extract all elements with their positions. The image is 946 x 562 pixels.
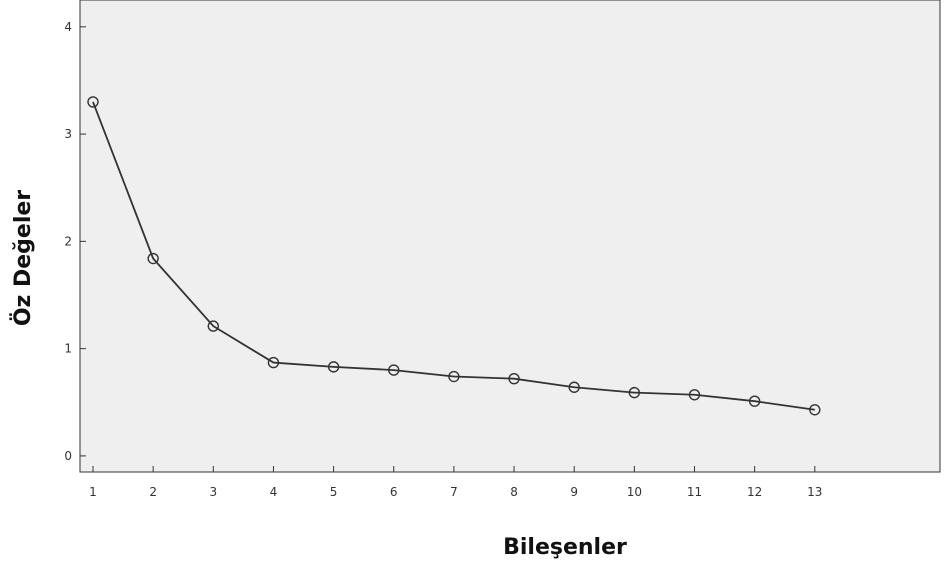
x-tick-label: 5 xyxy=(330,485,338,499)
y-tick-label: 0 xyxy=(64,449,72,463)
x-axis: 1 2 3 4 5 6 7 8 9 10 11 12 13 xyxy=(89,466,822,499)
plot-area xyxy=(79,0,941,473)
data-point-marker xyxy=(688,389,701,401)
data-point-marker xyxy=(568,381,580,393)
x-tick-label: 4 xyxy=(270,485,278,499)
x-tick-label: 1 xyxy=(89,485,97,499)
y-tick-label: 3 xyxy=(64,127,72,141)
x-tick-label: 9 xyxy=(570,485,578,499)
x-tick-label: 8 xyxy=(510,485,518,499)
data-point-marker xyxy=(207,320,220,332)
series-line xyxy=(87,96,821,416)
y-axis-title: Öz Değeler xyxy=(10,190,36,326)
data-point-marker xyxy=(147,252,159,265)
y-tick-label: 4 xyxy=(64,20,72,34)
x-tick-label: 7 xyxy=(450,485,458,499)
data-point-marker xyxy=(508,372,520,385)
data-point-marker xyxy=(809,404,821,416)
data-point-marker xyxy=(628,386,641,399)
data-point-marker xyxy=(748,395,761,407)
series-path xyxy=(92,101,815,411)
x-tick-label: 6 xyxy=(390,485,398,499)
data-point-marker xyxy=(448,370,460,383)
x-tick-label: 10 xyxy=(627,485,642,499)
x-tick-label: 11 xyxy=(687,485,702,499)
y-tick-label: 1 xyxy=(64,342,72,356)
data-point-marker xyxy=(388,364,400,376)
y-axis: 0 1 2 3 4 xyxy=(64,20,86,463)
data-point-marker xyxy=(87,96,99,108)
y-tick-label: 2 xyxy=(64,234,72,248)
data-point-marker xyxy=(267,356,280,369)
x-tick-label: 13 xyxy=(807,485,822,499)
x-tick-label: 3 xyxy=(209,485,217,499)
x-tick-label: 12 xyxy=(747,485,762,499)
x-axis-title: Bileşenler xyxy=(503,535,627,560)
data-point-marker xyxy=(327,361,340,373)
x-tick-label: 2 xyxy=(149,485,157,499)
